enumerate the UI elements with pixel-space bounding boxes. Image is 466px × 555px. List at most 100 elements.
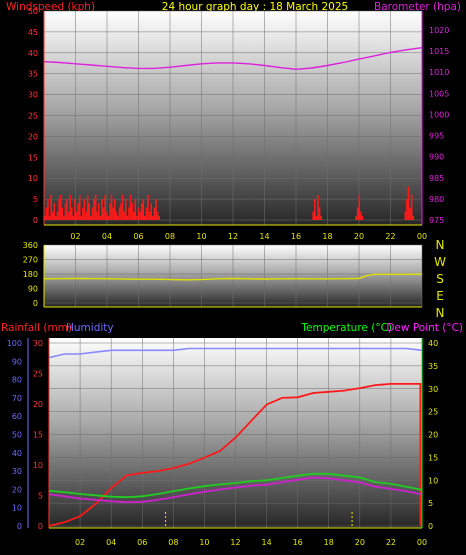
- temperature-tick-label: 25: [428, 408, 438, 417]
- wind-bar: [94, 194, 97, 220]
- direction-tick-label: 360: [23, 241, 38, 250]
- wind-bar: [104, 194, 106, 220]
- wind-bar: [93, 199, 95, 220]
- wind-bar: [144, 215, 146, 220]
- wind-tick-label: 30: [28, 91, 38, 100]
- wind-bar: [317, 194, 319, 220]
- wind-bar: [80, 215, 83, 220]
- temperature-axis-title: Temperature (°C): [300, 322, 392, 334]
- compass-label: N: [436, 238, 445, 252]
- wind-bar: [59, 194, 62, 220]
- x-tick-label: 22: [386, 538, 396, 547]
- x-tick-label: 22: [385, 232, 395, 241]
- wind-bar: [75, 211, 78, 220]
- temperature-tick-label: 5: [428, 499, 433, 508]
- humidity-tick-label: 10: [33, 461, 43, 470]
- x-tick-label: 10: [196, 232, 206, 241]
- x-tick-label: 02: [70, 232, 80, 241]
- barometer-line: [43, 47, 423, 71]
- rainfall-tick-label: 0: [17, 522, 22, 531]
- x-tick-label: 20: [354, 232, 364, 241]
- x-tick-label: 06: [133, 232, 143, 241]
- wind-bar: [128, 207, 130, 220]
- wind-tick-label: 10: [28, 174, 38, 183]
- x-tick-label: 08: [168, 538, 178, 547]
- wind-bar: [155, 199, 157, 220]
- wind-bar: [407, 186, 410, 220]
- wind-bar: [107, 215, 110, 220]
- wind-tick-label: 5: [33, 195, 38, 204]
- dewpoint-axis-title: Dew Point (°C): [386, 322, 463, 334]
- wind-bar: [158, 215, 160, 220]
- rainfall-tick-label: 80: [12, 376, 22, 385]
- baro-tick-label: 1000: [429, 110, 449, 119]
- wind-bar: [72, 215, 75, 220]
- wind-bar: [145, 207, 148, 220]
- wind-bar: [320, 215, 322, 220]
- wind-bar: [67, 211, 70, 220]
- rainfall-tick-label: 50: [12, 431, 22, 440]
- wind-bar: [129, 194, 132, 220]
- wind-bar: [113, 199, 116, 220]
- x-tick-label: 12: [230, 538, 240, 547]
- wind-bar: [71, 207, 73, 220]
- wind-bar: [132, 211, 135, 220]
- wind-tick-label: 50: [28, 7, 38, 16]
- wind-direction-grid: [44, 244, 423, 307]
- barometer-axis-title: Barometer (hpa): [374, 1, 461, 13]
- rainfall-tick-label: 100: [7, 339, 22, 348]
- x-tick-label: 06: [137, 538, 147, 547]
- wind-bar: [406, 199, 408, 220]
- wind-tick-label: 0: [33, 216, 38, 225]
- rain-temp-axes: 0510152025303540010203040506070809010005…: [7, 338, 438, 547]
- wind-tick-label: 15: [28, 153, 38, 162]
- humidity-axis-title: Humidity: [66, 322, 114, 334]
- temperature-tick-label: 30: [428, 385, 438, 394]
- wind-bar: [360, 211, 362, 220]
- wind-bar: [361, 215, 364, 220]
- wind-bar: [64, 203, 67, 220]
- x-tick-label: 08: [165, 232, 175, 241]
- wind-bar: [314, 199, 316, 220]
- wind-bar: [101, 199, 103, 220]
- temperature-tick-label: 40: [428, 339, 438, 348]
- wind-bar: [110, 194, 113, 220]
- wind-bar: [45, 207, 48, 220]
- temperature-tick-label: 35: [428, 362, 438, 371]
- x-tick-label: 20: [355, 538, 365, 547]
- wind-bar: [142, 199, 145, 220]
- compass-label: N: [436, 306, 445, 320]
- wind-bar: [358, 194, 361, 220]
- wind-bar: [63, 215, 65, 220]
- wind-bar: [55, 215, 57, 220]
- wind-bar: [156, 211, 159, 220]
- rainfall-tick-label: 60: [12, 412, 22, 421]
- wind-bar: [102, 207, 105, 220]
- wind-bar: [69, 194, 71, 220]
- dewpoint-line: [48, 476, 423, 504]
- wind-bar: [152, 215, 154, 220]
- graph-title: 24 hour graph day : 18 March 2025: [162, 1, 348, 13]
- wind-bar: [131, 203, 133, 220]
- wind-bar: [77, 203, 79, 220]
- x-tick-label: 12: [228, 232, 238, 241]
- wind-tick-label: 25: [28, 112, 38, 121]
- baro-tick-label: 975: [429, 216, 444, 225]
- humidity-tick-label: 20: [33, 400, 43, 409]
- wind-bar: [318, 207, 321, 220]
- wind-bar: [48, 215, 51, 220]
- rainfall-tick-label: 70: [12, 394, 22, 403]
- wind-bar: [315, 215, 318, 220]
- wind-bar: [147, 194, 149, 220]
- x-tick-label: 02: [75, 538, 85, 547]
- compass-label: S: [436, 272, 444, 286]
- x-tick-label: 00: [417, 538, 427, 547]
- x-tick-label: 14: [259, 232, 269, 241]
- humidity-tick-label: 15: [33, 431, 43, 440]
- wind-bar: [137, 207, 140, 220]
- wind-bar: [44, 215, 46, 220]
- baro-tick-label: 1015: [429, 47, 449, 56]
- wind-bar: [355, 215, 357, 220]
- wind-bar: [99, 215, 102, 220]
